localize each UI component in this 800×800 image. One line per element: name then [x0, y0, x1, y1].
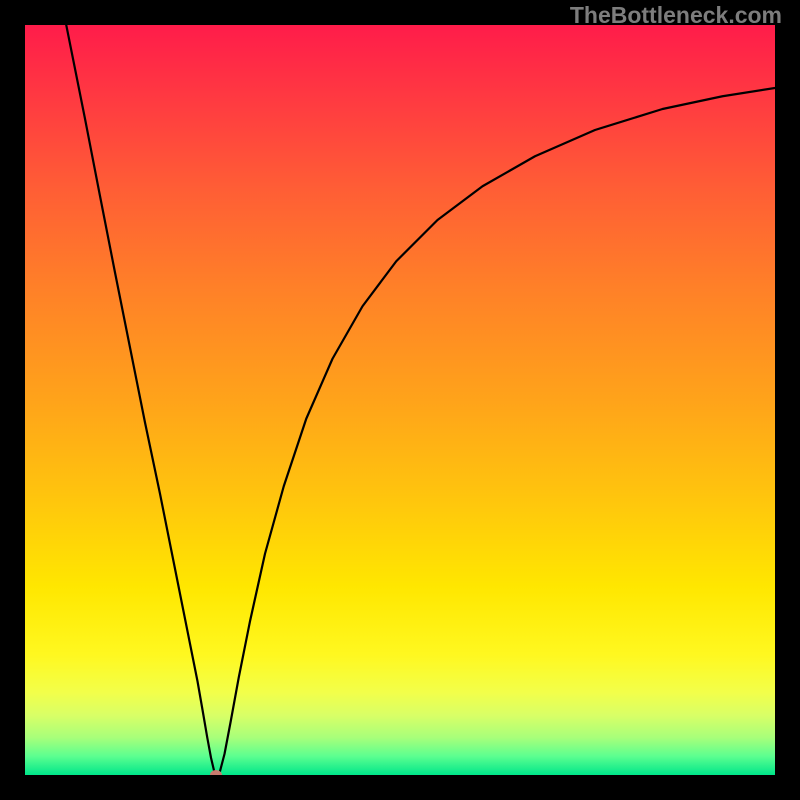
curve-layer	[25, 25, 775, 775]
minimum-marker	[210, 770, 222, 775]
watermark-text: TheBottleneck.com	[570, 2, 782, 29]
chart-area	[25, 25, 775, 775]
curve-path	[66, 25, 775, 775]
